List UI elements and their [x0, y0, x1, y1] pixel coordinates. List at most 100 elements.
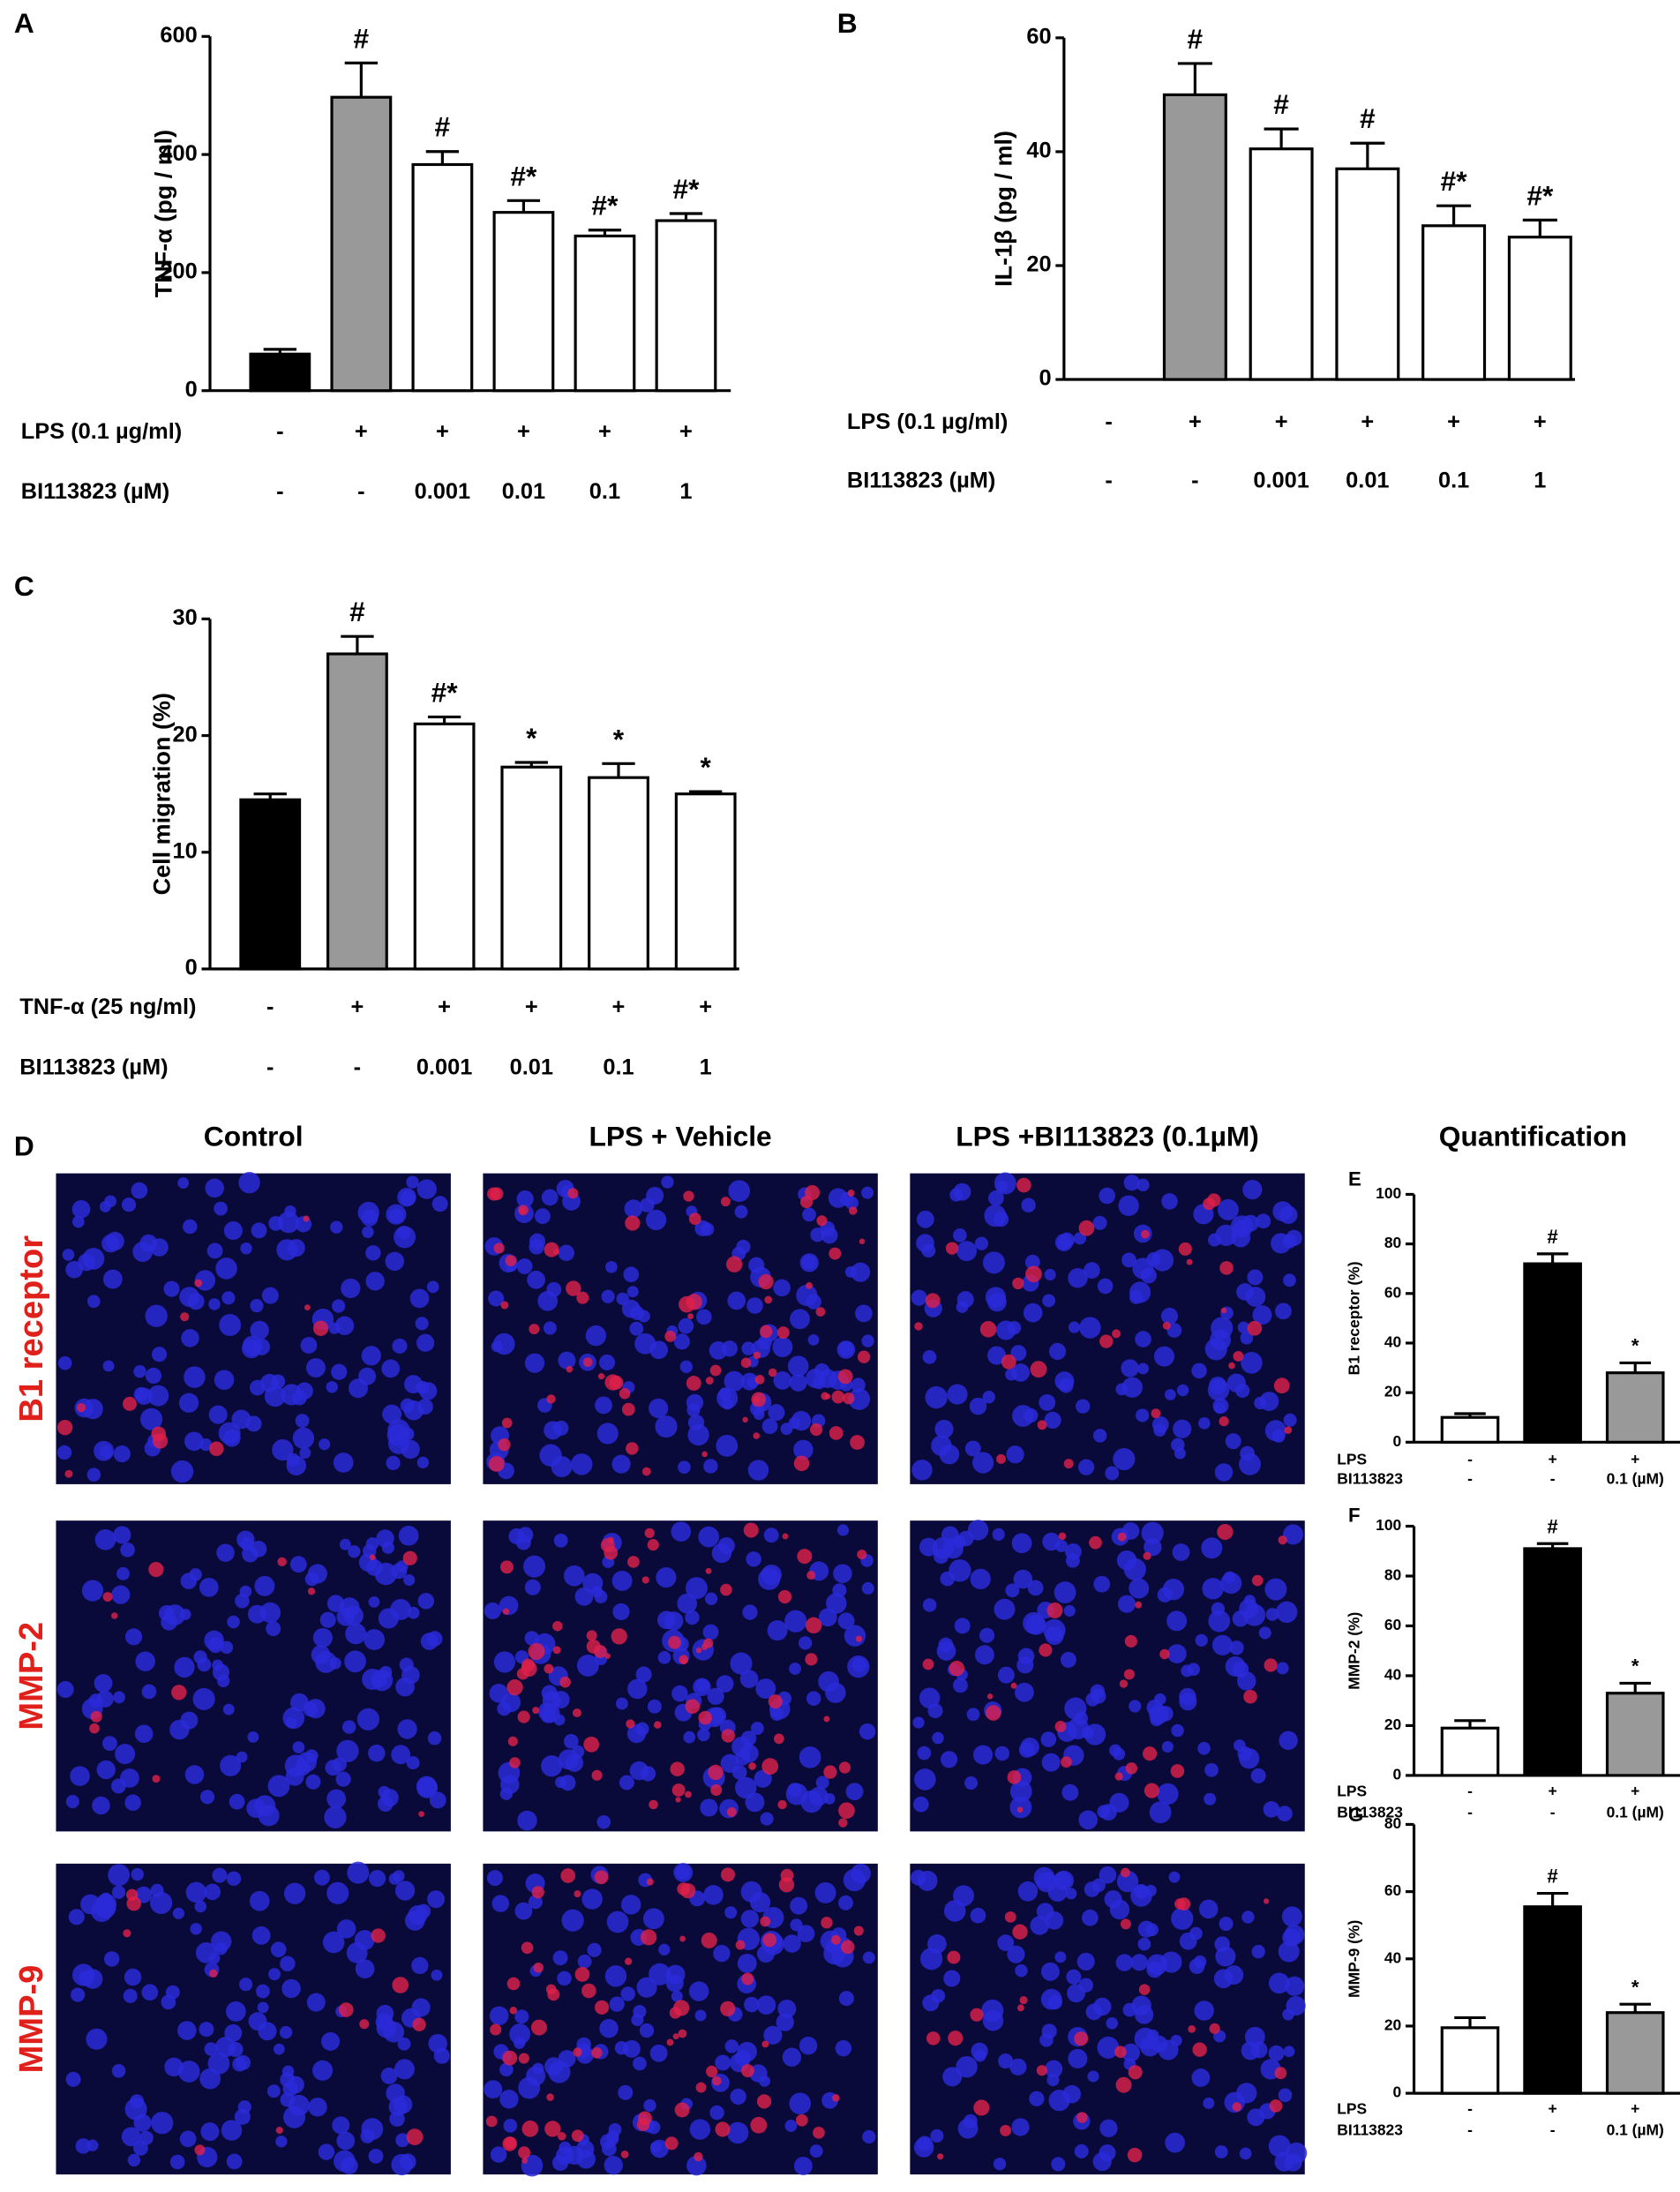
nucleus: [859, 1723, 876, 1740]
red-stain: [793, 1455, 810, 1472]
nucleus: [673, 1863, 694, 1882]
nucleus: [1204, 1338, 1227, 1361]
red-stain: [778, 1877, 795, 1893]
red-stain: [855, 1635, 863, 1642]
bar: [1605, 1371, 1665, 1444]
nucleus: [1054, 1870, 1074, 1891]
red-stain: [685, 1699, 701, 1715]
red-stain: [678, 2029, 687, 2038]
nucleus: [1118, 1195, 1139, 1217]
red-stain: [488, 1456, 505, 1472]
y-tick-label: 40: [1384, 1333, 1401, 1351]
nucleus: [624, 1199, 643, 1219]
nucleus: [1268, 2135, 1291, 2158]
red-stain: [821, 1917, 833, 1929]
nucleus: [1006, 1445, 1024, 1464]
nucleus: [235, 1594, 250, 1609]
nucleus: [331, 1363, 348, 1380]
nucleus: [1042, 1532, 1061, 1551]
nucleus: [333, 1453, 354, 1473]
nucleus: [1099, 2119, 1118, 2137]
red-stain: [816, 1215, 828, 1227]
red-stain: [604, 1545, 619, 1560]
nucleus: [329, 1657, 341, 1670]
y-tick-label: 0: [1039, 366, 1051, 391]
nucleus: [172, 1907, 184, 1919]
nucleus: [700, 1798, 718, 1817]
condition-value: 0.1 (µM): [1607, 1803, 1664, 1820]
nucleus: [1109, 1744, 1122, 1757]
red-stain: [641, 1576, 649, 1584]
nucleus: [934, 1549, 949, 1565]
nucleus: [177, 2021, 197, 2040]
nucleus: [728, 1180, 751, 1202]
red-stain: [593, 1645, 607, 1658]
nucleus: [1283, 1273, 1296, 1287]
nucleus: [553, 1714, 566, 1726]
nucleus: [336, 1739, 359, 1762]
red-stain: [1078, 1220, 1095, 1236]
nucleus: [629, 1760, 649, 1781]
nucleus: [1168, 1871, 1181, 1883]
annotation: #: [435, 111, 451, 143]
nucleus: [386, 1455, 401, 1471]
condition-value: 1: [700, 1055, 712, 1079]
bar: [492, 211, 555, 393]
nucleus: [431, 1969, 443, 1981]
nucleus: [1084, 1723, 1106, 1745]
red-stain: [666, 2038, 674, 2046]
nucleus: [330, 1220, 343, 1234]
condition-value: 0.01: [502, 479, 545, 504]
red-stain: [756, 2094, 772, 2109]
nucleus: [1213, 1969, 1234, 1989]
nucleus: [953, 1182, 971, 1201]
nucleus: [199, 2022, 214, 2038]
nucleus: [189, 1568, 202, 1581]
nucleus: [334, 2150, 356, 2173]
red-stain: [843, 1392, 855, 1405]
red-stain: [531, 1886, 544, 1899]
nucleus: [305, 1774, 321, 1790]
red-stain: [1219, 1261, 1234, 1275]
nucleus: [133, 1364, 146, 1378]
nucleus: [623, 1266, 640, 1283]
bar: [249, 352, 311, 393]
nucleus: [992, 1528, 1005, 1541]
nucleus: [718, 1387, 732, 1401]
nucleus: [1236, 2083, 1257, 2104]
nucleus: [618, 2084, 634, 2100]
nucleus: [703, 1885, 724, 1905]
nucleus: [981, 1999, 1004, 2022]
nucleus: [204, 1883, 221, 1901]
red-stain: [726, 1807, 737, 1817]
red-stain: [509, 2007, 518, 2015]
nucleus: [345, 1623, 367, 1645]
nucleus: [914, 1768, 936, 1790]
nucleus: [113, 1445, 131, 1463]
nucleus: [1067, 1984, 1086, 2003]
red-stain: [1004, 1911, 1016, 1923]
nucleus: [127, 2153, 141, 2167]
nucleus: [577, 1954, 592, 1969]
nucleus: [851, 1657, 867, 1672]
nucleus: [920, 1948, 943, 1971]
nucleus: [75, 2138, 92, 2154]
nucleus: [250, 1320, 269, 1340]
nucleus: [279, 2025, 293, 2039]
nucleus: [953, 1885, 975, 1907]
red-stain: [703, 1638, 714, 1648]
nucleus: [364, 1629, 386, 1650]
nucleus: [912, 1796, 929, 1813]
red-stain: [806, 1570, 816, 1580]
nucleus: [921, 1243, 936, 1258]
condition-value: 0.1: [1438, 469, 1469, 493]
nucleus: [145, 1367, 162, 1385]
red-stain: [1135, 1601, 1143, 1609]
red-stain: [626, 1442, 639, 1455]
nucleus: [123, 1988, 138, 2003]
nucleus: [1113, 1448, 1136, 1471]
nucleus: [401, 1439, 420, 1460]
nucleus: [312, 2060, 334, 2081]
red-stain: [1186, 1258, 1193, 1265]
red-stain: [815, 1307, 826, 1317]
